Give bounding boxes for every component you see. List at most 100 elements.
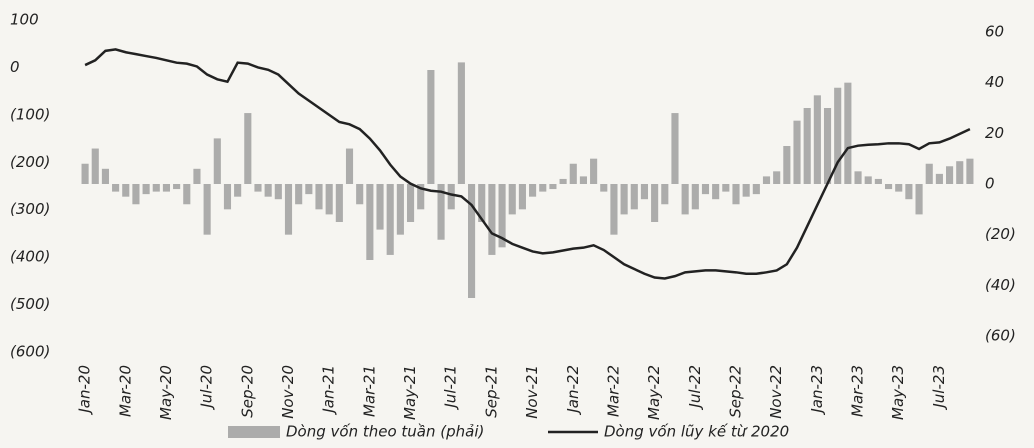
bar: [468, 184, 476, 298]
bar: [437, 184, 445, 240]
bar: [244, 113, 252, 184]
bar: [813, 95, 821, 184]
bar: [854, 171, 862, 184]
y2-tick-label: 40: [985, 73, 1004, 91]
bar: [223, 184, 232, 210]
x-tick-label: Nov-21: [523, 365, 541, 419]
bar: [345, 148, 354, 184]
y2-tick-label: (60): [985, 327, 1016, 345]
bar: [529, 184, 537, 197]
bar: [122, 184, 130, 197]
line: [84, 48, 971, 280]
x-tick-label: Sep-22: [726, 365, 744, 418]
y2-tick-label: 0: [985, 175, 995, 193]
x-tick-label: May-22: [645, 365, 663, 420]
bar: [254, 184, 262, 192]
bar: [162, 184, 171, 192]
bar: [874, 178, 882, 184]
bar: [406, 184, 415, 222]
y-tick-label: (300): [10, 200, 50, 218]
bar: [956, 161, 964, 184]
x-tick-label: Mar-21: [360, 365, 378, 417]
bar: [101, 168, 109, 184]
x-tick-label: Mar-23: [849, 365, 867, 417]
bar: [274, 184, 282, 200]
bar: [112, 184, 120, 192]
bar: [305, 184, 313, 195]
bar: [773, 171, 781, 184]
bar: [732, 184, 740, 205]
y-tick-label: (200): [10, 153, 50, 171]
y-tick-label: (500): [10, 295, 50, 313]
bar: [447, 184, 455, 210]
x-tick-label: May-21: [401, 365, 419, 420]
y-tick-label: 0: [10, 58, 20, 76]
bar: [203, 184, 211, 235]
bar: [193, 168, 201, 184]
bar: [376, 184, 384, 230]
bar: [742, 184, 750, 197]
bar: [966, 158, 974, 184]
bar: [142, 184, 150, 195]
bar: [651, 184, 659, 222]
bar: [783, 146, 791, 184]
bar: [712, 184, 720, 200]
y-tick-label: 100: [10, 11, 39, 29]
y2-tick-label: (20): [985, 225, 1016, 243]
bar: [793, 120, 801, 184]
bar: [356, 184, 364, 205]
bar: [386, 184, 394, 255]
bar: [213, 138, 221, 184]
x-tick-label: Jan-21: [320, 365, 338, 416]
bar: [661, 184, 669, 205]
bar: [335, 184, 343, 222]
bar: [396, 184, 404, 235]
x-tick-label: Jul-23: [930, 365, 948, 411]
bar: [701, 184, 710, 195]
bar: [284, 184, 293, 235]
x-tick-label: Jan-22: [564, 365, 582, 416]
bar: [295, 184, 303, 205]
x-tick-label: Mar-20: [116, 365, 134, 417]
bar: [752, 184, 760, 195]
bar: [508, 184, 516, 215]
bar: [325, 184, 333, 215]
bar: [91, 148, 99, 184]
y2-tick-label: (40): [985, 276, 1016, 294]
x-tick-label: May-20: [157, 365, 175, 420]
legend-label: Dòng vốn lũy kế từ 2020: [604, 423, 789, 441]
bar: [610, 184, 618, 235]
bar: [234, 184, 242, 197]
bar: [864, 176, 872, 184]
x-tick-label: Jul-21: [442, 365, 460, 411]
y-tick-label: (100): [10, 105, 50, 123]
x-tick-label: May-23: [889, 365, 907, 420]
bar: [315, 184, 323, 210]
bar: [569, 163, 577, 184]
bar: [935, 173, 943, 184]
x-tick-label: Sep-21: [482, 365, 500, 418]
bar: [264, 184, 272, 197]
bar: [478, 184, 486, 222]
bar: [81, 163, 89, 184]
bar: [549, 184, 557, 190]
x-tick-label: Nov-22: [767, 365, 785, 419]
bar: [620, 184, 628, 215]
bar: [498, 184, 506, 248]
bar: [518, 184, 526, 210]
y-tick-label: (400): [10, 248, 50, 266]
bar: [417, 184, 425, 210]
bar: [762, 176, 771, 184]
bar: [925, 163, 933, 184]
bar: [803, 108, 811, 184]
bar: [884, 184, 893, 190]
x-tick-label: Jan-20: [76, 365, 94, 416]
legend-swatch: [228, 426, 280, 438]
bar: [691, 184, 699, 210]
x-tick-label: Mar-22: [604, 365, 622, 417]
bar: [579, 176, 587, 184]
bar: [895, 184, 903, 192]
bar: [844, 82, 852, 184]
bar: [946, 166, 954, 184]
